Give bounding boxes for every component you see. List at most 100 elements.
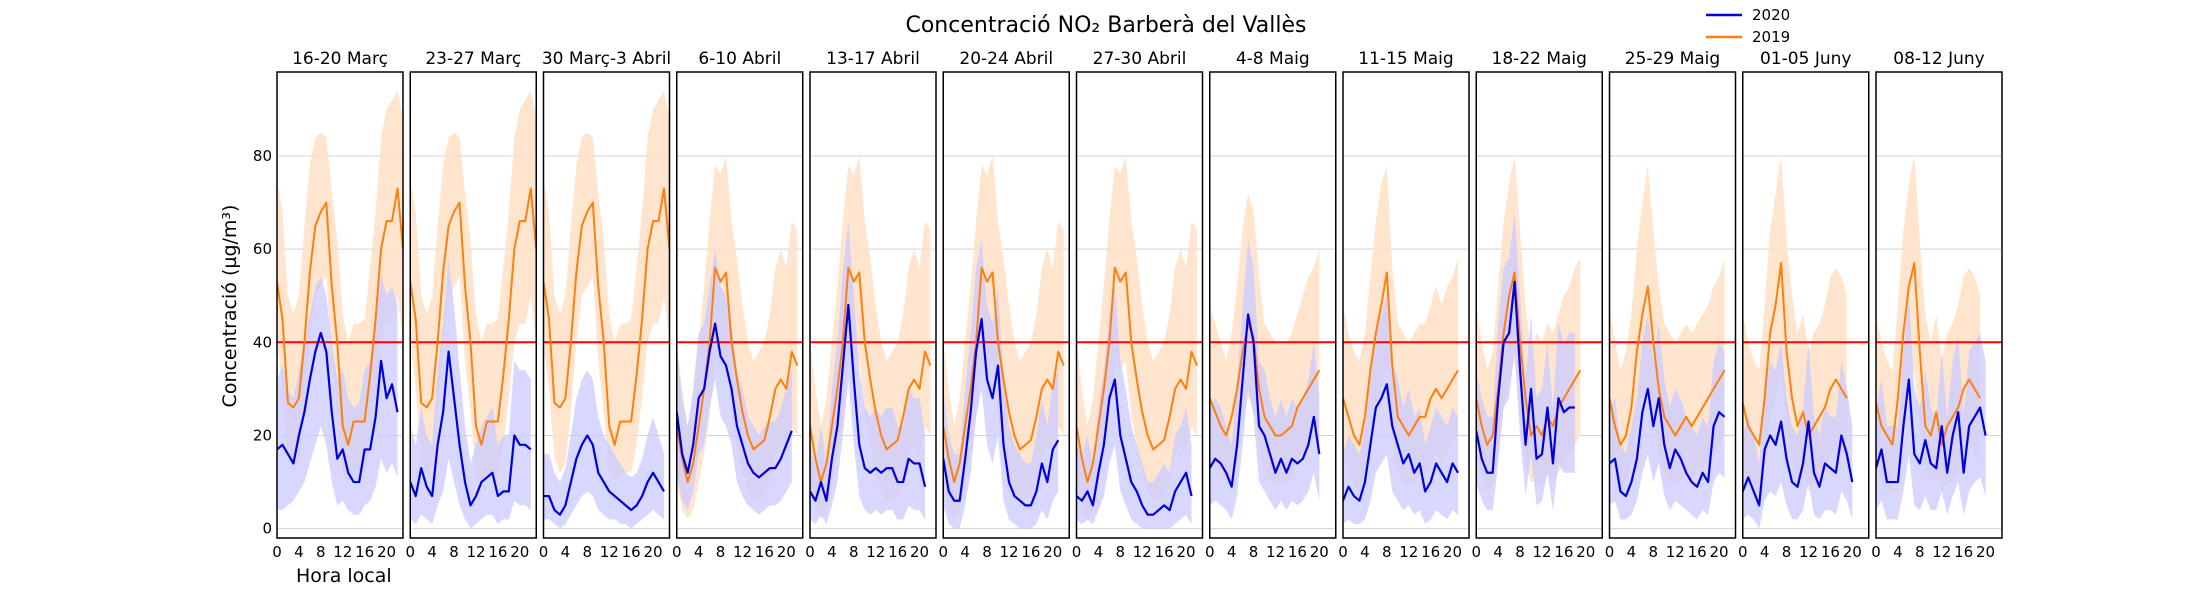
panel-frame xyxy=(676,71,804,539)
x-tick-label: 20 xyxy=(1710,543,1729,561)
x-tick-label: 4 xyxy=(1227,543,1237,561)
x-tick-label: 0 xyxy=(1072,543,1082,561)
panel-title: 27-30 Abril xyxy=(1093,49,1187,69)
x-tick-label: 16 xyxy=(1288,543,1307,561)
x-tick-label: 4 xyxy=(561,543,571,561)
x-tick-label: 20 xyxy=(1443,543,1462,561)
band-2020 xyxy=(810,221,926,525)
panel-7: 27-30 Abril 0 4 8 12 16 20 xyxy=(1072,49,1204,561)
x-tick-label: 20 xyxy=(510,543,529,561)
x-tick-label: 16 xyxy=(888,543,907,561)
x-tick-label: 8 xyxy=(1249,543,1259,561)
panel-title: 6-10 Abril xyxy=(698,49,781,69)
band-2019 xyxy=(410,90,537,483)
x-tick-label: 12 xyxy=(733,543,752,561)
band-2019 xyxy=(543,90,670,483)
series-2020-line xyxy=(1876,378,1987,484)
panel-title: 25-29 Maig xyxy=(1625,49,1720,69)
panel-1: 16-20 Març 0 4 8 12 16 20 xyxy=(272,49,404,561)
y-tick-label: 80 xyxy=(253,147,272,165)
x-tick-label: 4 xyxy=(827,543,837,561)
series-2019-line xyxy=(410,187,537,446)
x-tick-label: 16 xyxy=(755,543,774,561)
x-tick-label: 16 xyxy=(622,543,641,561)
band-2020 xyxy=(1343,295,1459,525)
y-tick-label: 0 xyxy=(262,520,272,538)
x-tick-label: 8 xyxy=(449,543,459,561)
x-tick-label: 4 xyxy=(694,543,704,561)
x-tick-label: 4 xyxy=(294,543,304,561)
band-2020 xyxy=(543,370,665,529)
panel-3: 30 Març-3 Abril 0 4 8 12 16 20 xyxy=(539,49,671,561)
panel-frame xyxy=(1209,71,1337,539)
x-tick-label: 16 xyxy=(1954,543,1973,561)
x-tick-label: 0 xyxy=(405,543,415,561)
panel-5: 13-17 Abril 0 4 8 12 16 20 xyxy=(805,49,937,561)
series-2019-line xyxy=(543,187,670,446)
panel-4: 6-10 Abril 0 4 8 12 16 20 xyxy=(672,49,804,561)
legend-label: 2019 xyxy=(1752,28,1790,46)
series-2020-line xyxy=(1209,313,1321,488)
x-tick-label: 0 xyxy=(1205,543,1215,561)
panel-frame xyxy=(276,71,404,539)
y-axis-label: Concentració (µg/m³) xyxy=(219,205,241,408)
series-2020-line xyxy=(543,434,665,516)
x-tick-label: 20 xyxy=(1576,543,1595,561)
panel-9: 11-15 Maig 0 4 8 12 16 20 xyxy=(1338,49,1470,561)
x-tick-label: 12 xyxy=(1799,543,1818,561)
panel-13: 08-12 Juny 0 4 8 12 16 20 xyxy=(1871,49,2003,561)
series-2019-line xyxy=(1876,262,1981,446)
x-tick-label: 4 xyxy=(960,543,970,561)
series-2019-line xyxy=(277,187,403,446)
panel-frame xyxy=(1875,71,2003,539)
x-tick-label: 20 xyxy=(377,543,396,561)
series-2020-line xyxy=(810,303,927,502)
series-2019-line xyxy=(943,266,1065,484)
x-tick-label: 0 xyxy=(672,543,682,561)
panel-title: 08-12 Juny xyxy=(1893,49,1984,69)
x-tick-label: 4 xyxy=(1760,543,1770,561)
series-2020-line xyxy=(676,322,793,479)
panel-title: 4-8 Maig xyxy=(1236,49,1310,69)
x-tick-label: 12 xyxy=(866,543,885,561)
panel-frame xyxy=(809,71,937,539)
x-tick-label: 8 xyxy=(1915,543,1925,561)
x-tick-label: 16 xyxy=(1688,543,1707,561)
panel-frame xyxy=(409,71,537,539)
band-2020 xyxy=(410,258,531,529)
x-tick-label: 20 xyxy=(777,543,796,561)
band-2020 xyxy=(676,249,792,515)
band-2020 xyxy=(1742,342,1853,529)
x-tick-label: 12 xyxy=(1932,543,1951,561)
x-tick-label: 12 xyxy=(1399,543,1418,561)
x-tick-label: 16 xyxy=(1021,543,1040,561)
panel-frame xyxy=(942,71,1070,539)
panel-title: 13-17 Abril xyxy=(826,49,920,69)
panel-frame xyxy=(1742,71,1870,539)
x-tick-label: 12 xyxy=(1532,543,1551,561)
x-tick-label: 20 xyxy=(644,543,663,561)
x-tick-label: 20 xyxy=(1043,543,1062,561)
x-tick-label: 0 xyxy=(1871,543,1881,561)
panel-title: 16-20 Març xyxy=(292,49,388,69)
x-tick-label: 4 xyxy=(1493,543,1503,561)
x-tick-label: 8 xyxy=(583,543,593,561)
panel-frame xyxy=(1342,71,1470,539)
panel-frame xyxy=(542,71,671,539)
band-2020 xyxy=(943,239,1059,529)
x-tick-label: 4 xyxy=(1893,543,1903,561)
series-2019-line xyxy=(1609,285,1726,446)
x-tick-label: 16 xyxy=(1821,543,1840,561)
x-tick-label: 12 xyxy=(1666,543,1685,561)
x-tick-label: 4 xyxy=(1360,543,1370,561)
x-tick-label: 12 xyxy=(600,543,619,561)
y-tick-label: 20 xyxy=(253,426,272,444)
panel-frame xyxy=(1075,71,1204,539)
series-2020-line xyxy=(1609,387,1726,498)
x-tick-label: 0 xyxy=(805,543,815,561)
panel-title: 11-15 Maig xyxy=(1358,49,1453,69)
x-tick-label: 4 xyxy=(1094,543,1104,561)
series-2019-line xyxy=(1343,271,1459,446)
x-tick-label: 8 xyxy=(849,543,859,561)
x-tick-label: 20 xyxy=(1177,543,1196,561)
